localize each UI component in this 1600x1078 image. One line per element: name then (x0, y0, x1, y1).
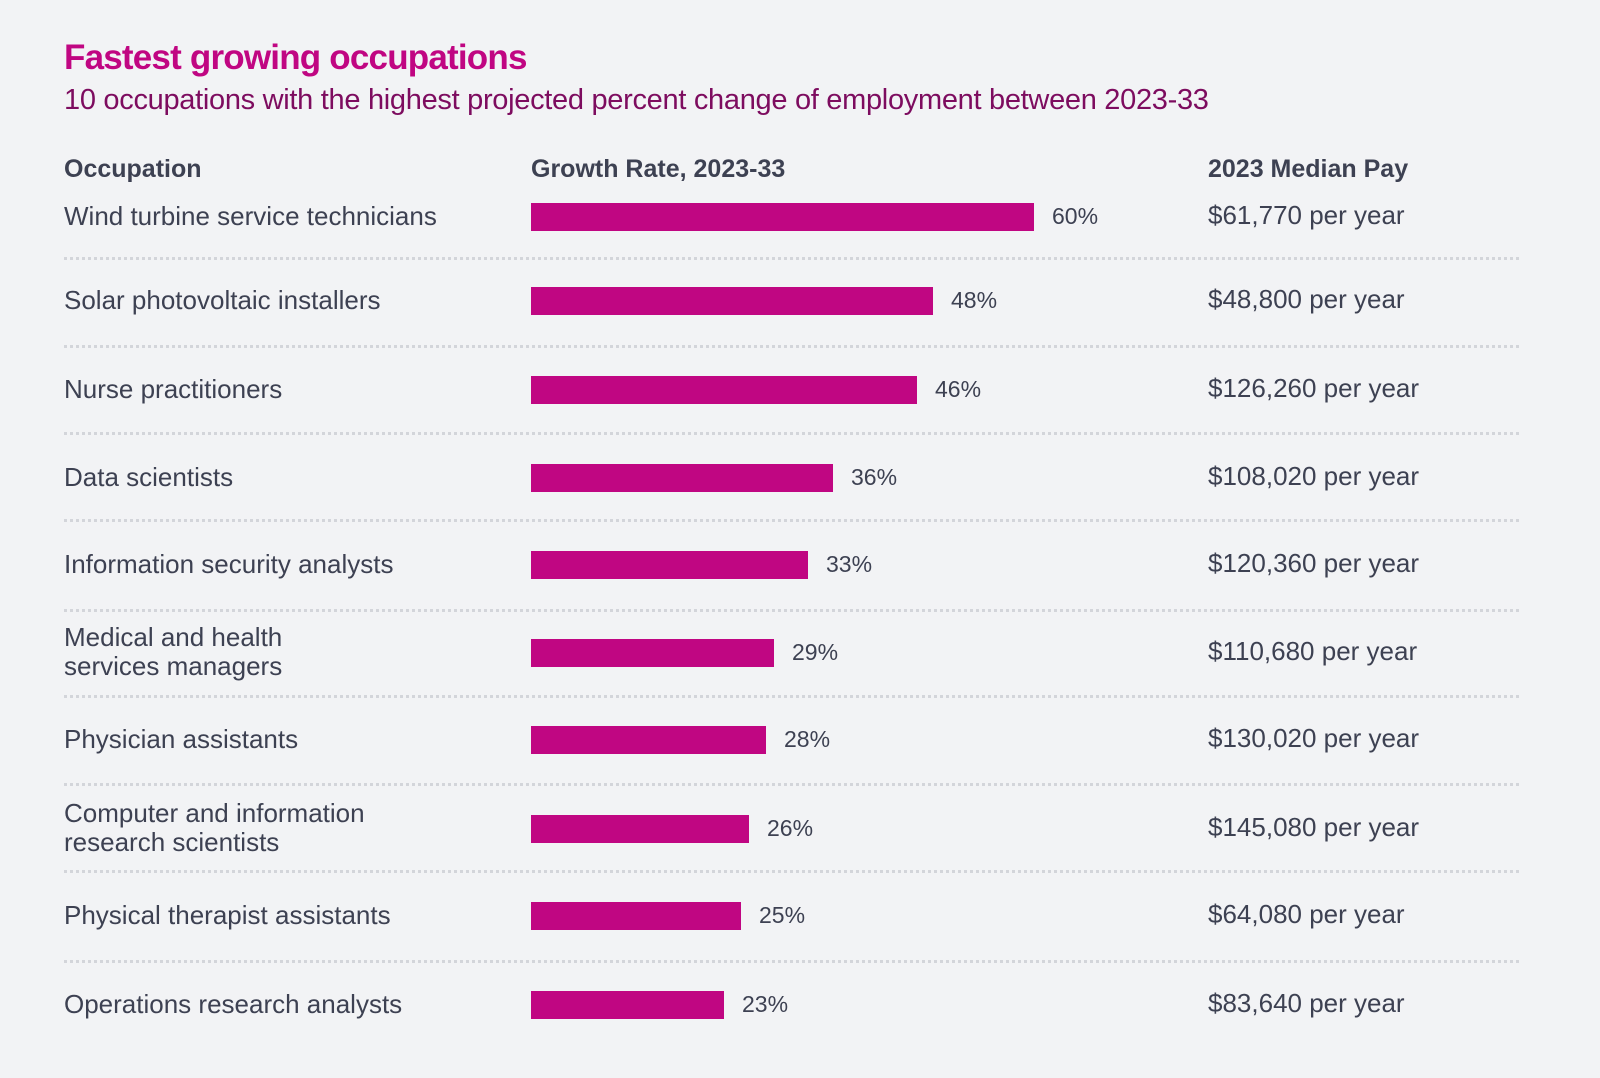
occupation-label-line: Solar photovoltaic installers (64, 284, 381, 315)
row-divider (64, 870, 1519, 873)
chart-subtitle: 10 occupations with the highest projecte… (64, 84, 1209, 116)
occupation-label-line: Information security analysts (64, 548, 394, 579)
occupation-label: Solar photovoltaic installers (64, 284, 504, 315)
median-pay-value: $145,080 per year (1208, 812, 1420, 842)
growth-value-label: 36% (851, 464, 898, 490)
occupation-label: Operations research analysts (64, 988, 504, 1019)
row-divider (64, 345, 1519, 348)
growth-value-label: 28% (784, 726, 831, 752)
median-pay-value: $61,770 per year (1208, 200, 1405, 230)
occupation-label: Data scientists (64, 461, 504, 492)
column-header-growth-rate: Growth Rate, 2023-33 (531, 155, 786, 183)
column-header-median-pay: 2023 Median Pay (1208, 155, 1409, 183)
growth-value-label: 60% (1052, 203, 1099, 229)
growth-value-label: 25% (759, 902, 806, 928)
growth-value-label: 26% (767, 815, 814, 841)
occupation-label-line: Physical therapist assistants (64, 899, 391, 930)
occupation-label-line: Nurse practitioners (64, 373, 283, 404)
column-header-occupation: Occupation (64, 155, 202, 183)
growth-value-label: 48% (951, 287, 998, 313)
median-pay-value: $83,640 per year (1208, 988, 1405, 1018)
growth-value-label: 23% (742, 991, 789, 1017)
growth-bar (531, 639, 774, 667)
occupation-label-line: research scientists (64, 827, 280, 857)
chart-title: Fastest growing occupations (64, 38, 527, 77)
row-divider (64, 960, 1519, 963)
median-pay-value: $120,360 per year (1208, 548, 1420, 578)
occupation-label: Medical and health services managers (64, 623, 504, 681)
median-pay-value: $108,020 per year (1208, 461, 1420, 491)
growth-value-label: 29% (792, 639, 839, 665)
occupation-label-line: Wind turbine service technicians (64, 200, 437, 231)
occupation-label-line: Computer and information (64, 798, 365, 828)
median-pay-value: $130,020 per year (1208, 723, 1420, 753)
occupation-label: Physician assistants (64, 723, 504, 754)
row-divider (64, 519, 1519, 522)
median-pay-value: $48,800 per year (1208, 284, 1405, 314)
growth-bar (531, 287, 933, 315)
occupation-label-line: Medical and health (64, 622, 283, 652)
growth-bar (531, 902, 741, 930)
row-divider (64, 257, 1519, 260)
growth-bar (531, 376, 917, 404)
row-divider (64, 609, 1519, 612)
growth-bar (531, 551, 808, 579)
row-divider (64, 432, 1519, 435)
occupation-label: Wind turbine service technicians (64, 200, 504, 231)
occupation-label: Physical therapist assistants (64, 899, 504, 930)
occupation-label-line: Physician assistants (64, 723, 299, 754)
growth-bar (531, 815, 749, 843)
median-pay-value: $64,080 per year (1208, 899, 1405, 929)
occupation-label-line: Operations research analysts (64, 988, 403, 1019)
median-pay-value: $110,680 per year (1208, 636, 1418, 666)
occupation-label: Nurse practitioners (64, 373, 504, 404)
growth-bar (531, 991, 724, 1019)
occupation-label: Computer and information research scienti… (64, 799, 504, 857)
row-divider (64, 783, 1519, 786)
median-pay-value: $126,260 per year (1208, 373, 1420, 403)
growth-bar (531, 726, 766, 754)
growth-value-label: 33% (826, 551, 873, 577)
growth-bar (531, 203, 1034, 231)
occupation-label-line: services managers (64, 651, 283, 681)
growth-value-label: 46% (935, 376, 982, 402)
occupation-label-line: Data scientists (64, 461, 234, 492)
occupation-label: Information security analysts (64, 548, 504, 579)
growth-bar (531, 464, 833, 492)
row-divider (64, 695, 1519, 698)
